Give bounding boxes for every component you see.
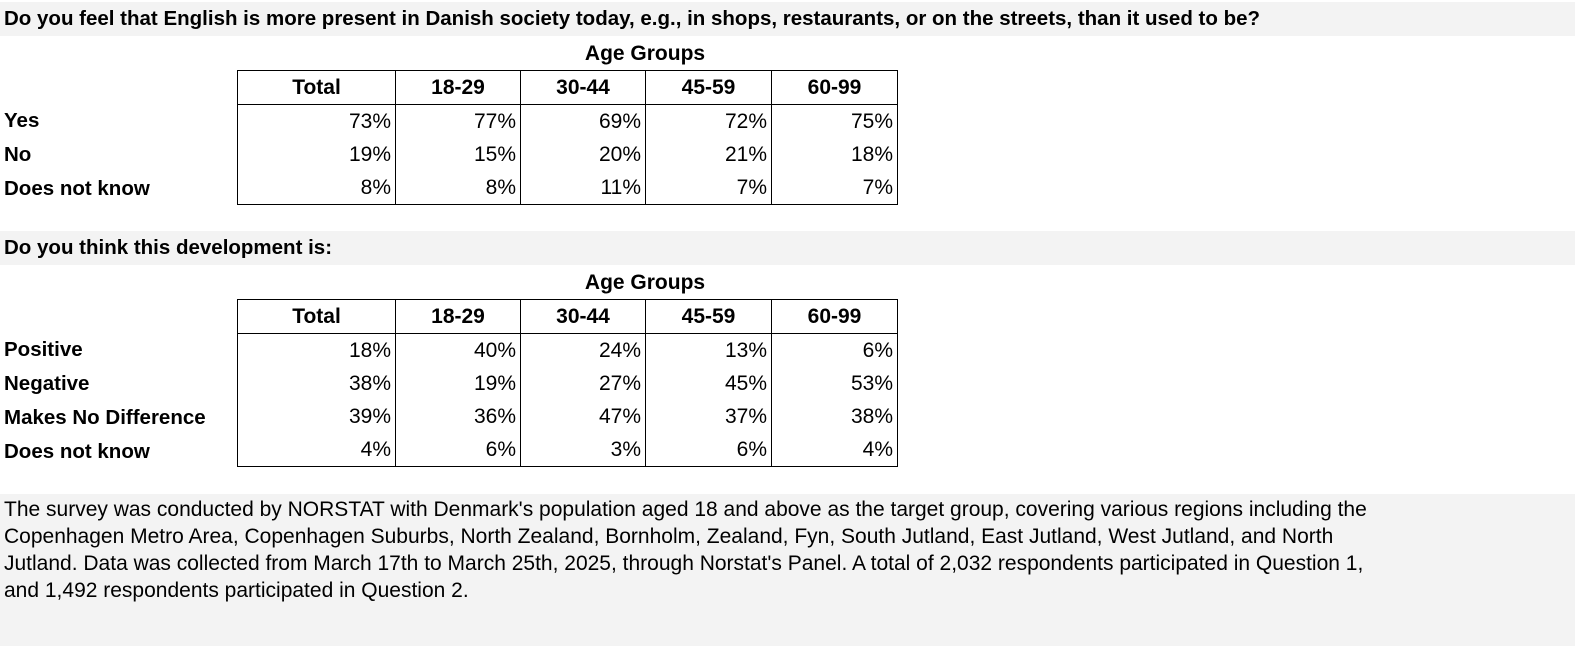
table-cell: 7% [645, 171, 772, 205]
table-cell: 4% [237, 433, 396, 467]
q2-row-label-negative: Negative [4, 372, 90, 395]
q1-row-label-yes: Yes [4, 109, 40, 132]
table-cell: 6% [771, 333, 898, 367]
q2-col-total: Total [237, 299, 396, 334]
table-cell: 38% [771, 400, 898, 433]
q1-col-45-59: 45-59 [645, 70, 772, 105]
table-cell: 47% [520, 400, 646, 433]
q2-col-45-59: 45-59 [645, 299, 772, 334]
q1-age-groups-label: Age Groups [584, 42, 706, 65]
q2-table: Total 18-29 30-44 45-59 60-99 18% 40% 24… [237, 299, 898, 467]
q1-row-label-no: No [4, 143, 32, 166]
q2-col-60-99: 60-99 [771, 299, 898, 334]
table-cell: 18% [771, 138, 898, 171]
table-cell: 53% [771, 367, 898, 400]
q2-row-label-positive: Positive [4, 338, 83, 361]
table-row: 18% 40% 24% 13% 6% [237, 333, 898, 367]
table-row: 73% 77% 69% 72% 75% [237, 104, 898, 138]
table-cell: 8% [237, 171, 396, 205]
table-cell: 18% [237, 333, 396, 367]
table-row: 39% 36% 47% 37% 38% [237, 400, 898, 433]
table-cell: 69% [520, 104, 646, 138]
q2-col-18-29: 18-29 [395, 299, 521, 334]
table-cell: 6% [645, 433, 772, 467]
table-cell: 27% [520, 367, 646, 400]
table-cell: 8% [395, 171, 521, 205]
survey-note: The survey was conducted by NORSTAT with… [4, 498, 1367, 602]
table-row: 8% 8% 11% 7% 7% [237, 171, 898, 205]
table-row: 19% 15% 20% 21% 18% [237, 138, 898, 171]
table-cell: 37% [645, 400, 772, 433]
table-cell: 3% [520, 433, 646, 467]
survey-note-band [0, 494, 1575, 646]
table-cell: 6% [395, 433, 521, 467]
table-cell: 45% [645, 367, 772, 400]
question-2-band [0, 231, 1575, 265]
q1-col-total: Total [237, 70, 396, 105]
q1-col-18-29: 18-29 [395, 70, 521, 105]
table-row: 38% 19% 27% 45% 53% [237, 367, 898, 400]
question-2-text: Do you think this development is: [4, 236, 333, 259]
question-1-band [0, 2, 1575, 36]
q2-col-30-44: 30-44 [520, 299, 646, 334]
table-cell: 77% [395, 104, 521, 138]
q2-row-label-makes-no-difference: Makes No Difference [4, 406, 206, 429]
q1-row-label-does-not-know: Does not know [4, 177, 150, 200]
table-cell: 7% [771, 171, 898, 205]
table-cell: 19% [395, 367, 521, 400]
table-cell: 4% [771, 433, 898, 467]
table-cell: 38% [237, 367, 396, 400]
table-cell: 72% [645, 104, 772, 138]
q1-col-30-44: 30-44 [520, 70, 646, 105]
table-cell: 39% [237, 400, 396, 433]
table-cell: 15% [395, 138, 521, 171]
table-cell: 75% [771, 104, 898, 138]
table-cell: 20% [520, 138, 646, 171]
question-1-text: Do you feel that English is more present… [4, 7, 1261, 30]
table-cell: 11% [520, 171, 646, 205]
table-cell: 13% [645, 333, 772, 367]
q2-header-row: Total 18-29 30-44 45-59 60-99 [237, 299, 898, 334]
table-cell: 19% [237, 138, 396, 171]
q1-table: Total 18-29 30-44 45-59 60-99 73% 77% 69… [237, 70, 898, 205]
q1-col-60-99: 60-99 [771, 70, 898, 105]
table-cell: 21% [645, 138, 772, 171]
q2-row-label-does-not-know: Does not know [4, 440, 150, 463]
q2-age-groups-label: Age Groups [584, 271, 706, 294]
table-cell: 73% [237, 104, 396, 138]
table-cell: 36% [395, 400, 521, 433]
table-cell: 40% [395, 333, 521, 367]
table-row: 4% 6% 3% 6% 4% [237, 433, 898, 467]
q1-header-row: Total 18-29 30-44 45-59 60-99 [237, 70, 898, 105]
table-cell: 24% [520, 333, 646, 367]
